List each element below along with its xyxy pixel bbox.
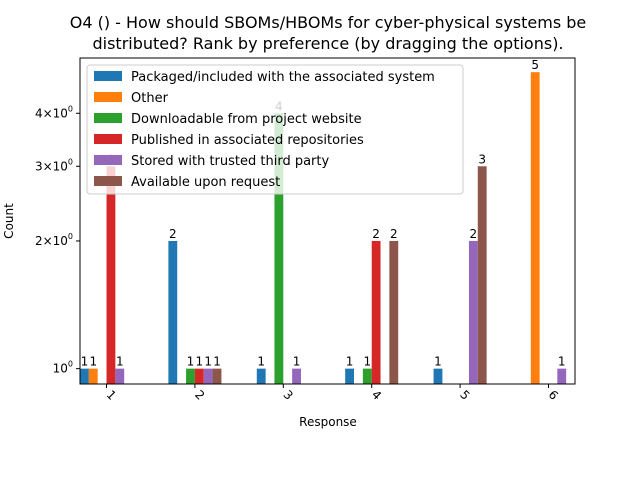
- y-axis: 100 2×100 3×100 4×100: [35, 104, 80, 376]
- y-tick-label: 4×100: [35, 104, 73, 120]
- bar-value-label: 1: [196, 355, 204, 369]
- bar: [557, 368, 567, 384]
- bar-value-label: 2: [372, 227, 380, 241]
- bar: [530, 72, 540, 385]
- chart-title-line-1: O4 () - How should SBOMs/HBOMs for cyber…: [70, 13, 587, 32]
- bar: [345, 368, 355, 384]
- x-tick-label: 6: [546, 388, 561, 403]
- bar-value-label: 1: [293, 355, 301, 369]
- bar: [115, 368, 125, 384]
- bar-value-label: 1: [187, 355, 195, 369]
- legend-entry-label: Published in associated repositories: [131, 133, 364, 148]
- chart-title-line-2: distributed? Rank by preference (by drag…: [92, 34, 563, 53]
- bar-value-label: 1: [204, 355, 212, 369]
- legend-entry-label: Downloadable from project website: [131, 112, 362, 127]
- legend-swatch: [94, 92, 122, 102]
- legend-swatch: [94, 113, 122, 123]
- legend-swatch: [94, 155, 122, 165]
- y-tick-label: 100: [53, 360, 73, 376]
- x-axis-label: Response: [299, 415, 357, 429]
- legend-entry-label: Available upon request: [131, 175, 280, 190]
- bar-value-label: 1: [81, 355, 89, 369]
- bar: [203, 368, 213, 384]
- legend-entry-label: Other: [131, 91, 169, 106]
- y-axis-label: Count: [2, 203, 16, 239]
- x-tick-label: 1: [104, 388, 119, 403]
- bar-value-label: 3: [478, 152, 486, 166]
- legend-swatch: [94, 71, 122, 81]
- x-tick-label: 4: [369, 388, 384, 403]
- legend-swatch: [94, 176, 122, 186]
- bar: [362, 368, 372, 384]
- bar: [80, 368, 89, 384]
- bar-value-label: 1: [363, 355, 371, 369]
- bar-value-label: 2: [390, 227, 398, 241]
- bar-value-label: 1: [346, 355, 354, 369]
- bar: [468, 240, 478, 384]
- bar-value-label: 2: [169, 227, 177, 241]
- legend: Packaged/included with the associated sy…: [86, 64, 464, 195]
- bar-value-label: 5: [531, 58, 539, 72]
- x-tick-label: 5: [457, 388, 472, 403]
- bar-value-label: 1: [257, 355, 265, 369]
- bar: [274, 113, 284, 384]
- bar: [256, 368, 266, 384]
- bar: [88, 368, 98, 384]
- bar-value-label: 1: [213, 355, 221, 369]
- bar-value-label: 1: [89, 355, 97, 369]
- bar: [186, 368, 195, 384]
- bar: [212, 368, 222, 384]
- bar: [168, 240, 178, 384]
- plot-frame: [79, 57, 576, 385]
- legend-box: [86, 64, 464, 195]
- bar: [389, 240, 399, 384]
- bar: [106, 166, 116, 384]
- x-tick-label: 2: [192, 388, 207, 403]
- legend-entry-label: Stored with trusted third party: [131, 154, 329, 169]
- bar: [433, 368, 443, 384]
- y-tick-label: 3×100: [35, 157, 73, 173]
- bar-value-label: 1: [434, 355, 442, 369]
- y-tick-label: 2×100: [35, 232, 73, 248]
- legend-entry-label: Packaged/included with the associated sy…: [131, 70, 435, 85]
- bar-value-label: 1: [116, 355, 124, 369]
- bar: [292, 368, 301, 384]
- bar: [371, 240, 381, 384]
- x-axis: 1 2 3 4 5 6: [104, 384, 561, 403]
- bar-value-label: 2: [470, 227, 478, 241]
- bar: [477, 166, 487, 384]
- legend-swatch: [94, 134, 122, 144]
- x-tick-label: 3: [280, 388, 295, 403]
- bar-value-label: 1: [558, 355, 566, 369]
- bar: [194, 368, 204, 384]
- bar-layer: 121111514131211121123: [80, 58, 567, 385]
